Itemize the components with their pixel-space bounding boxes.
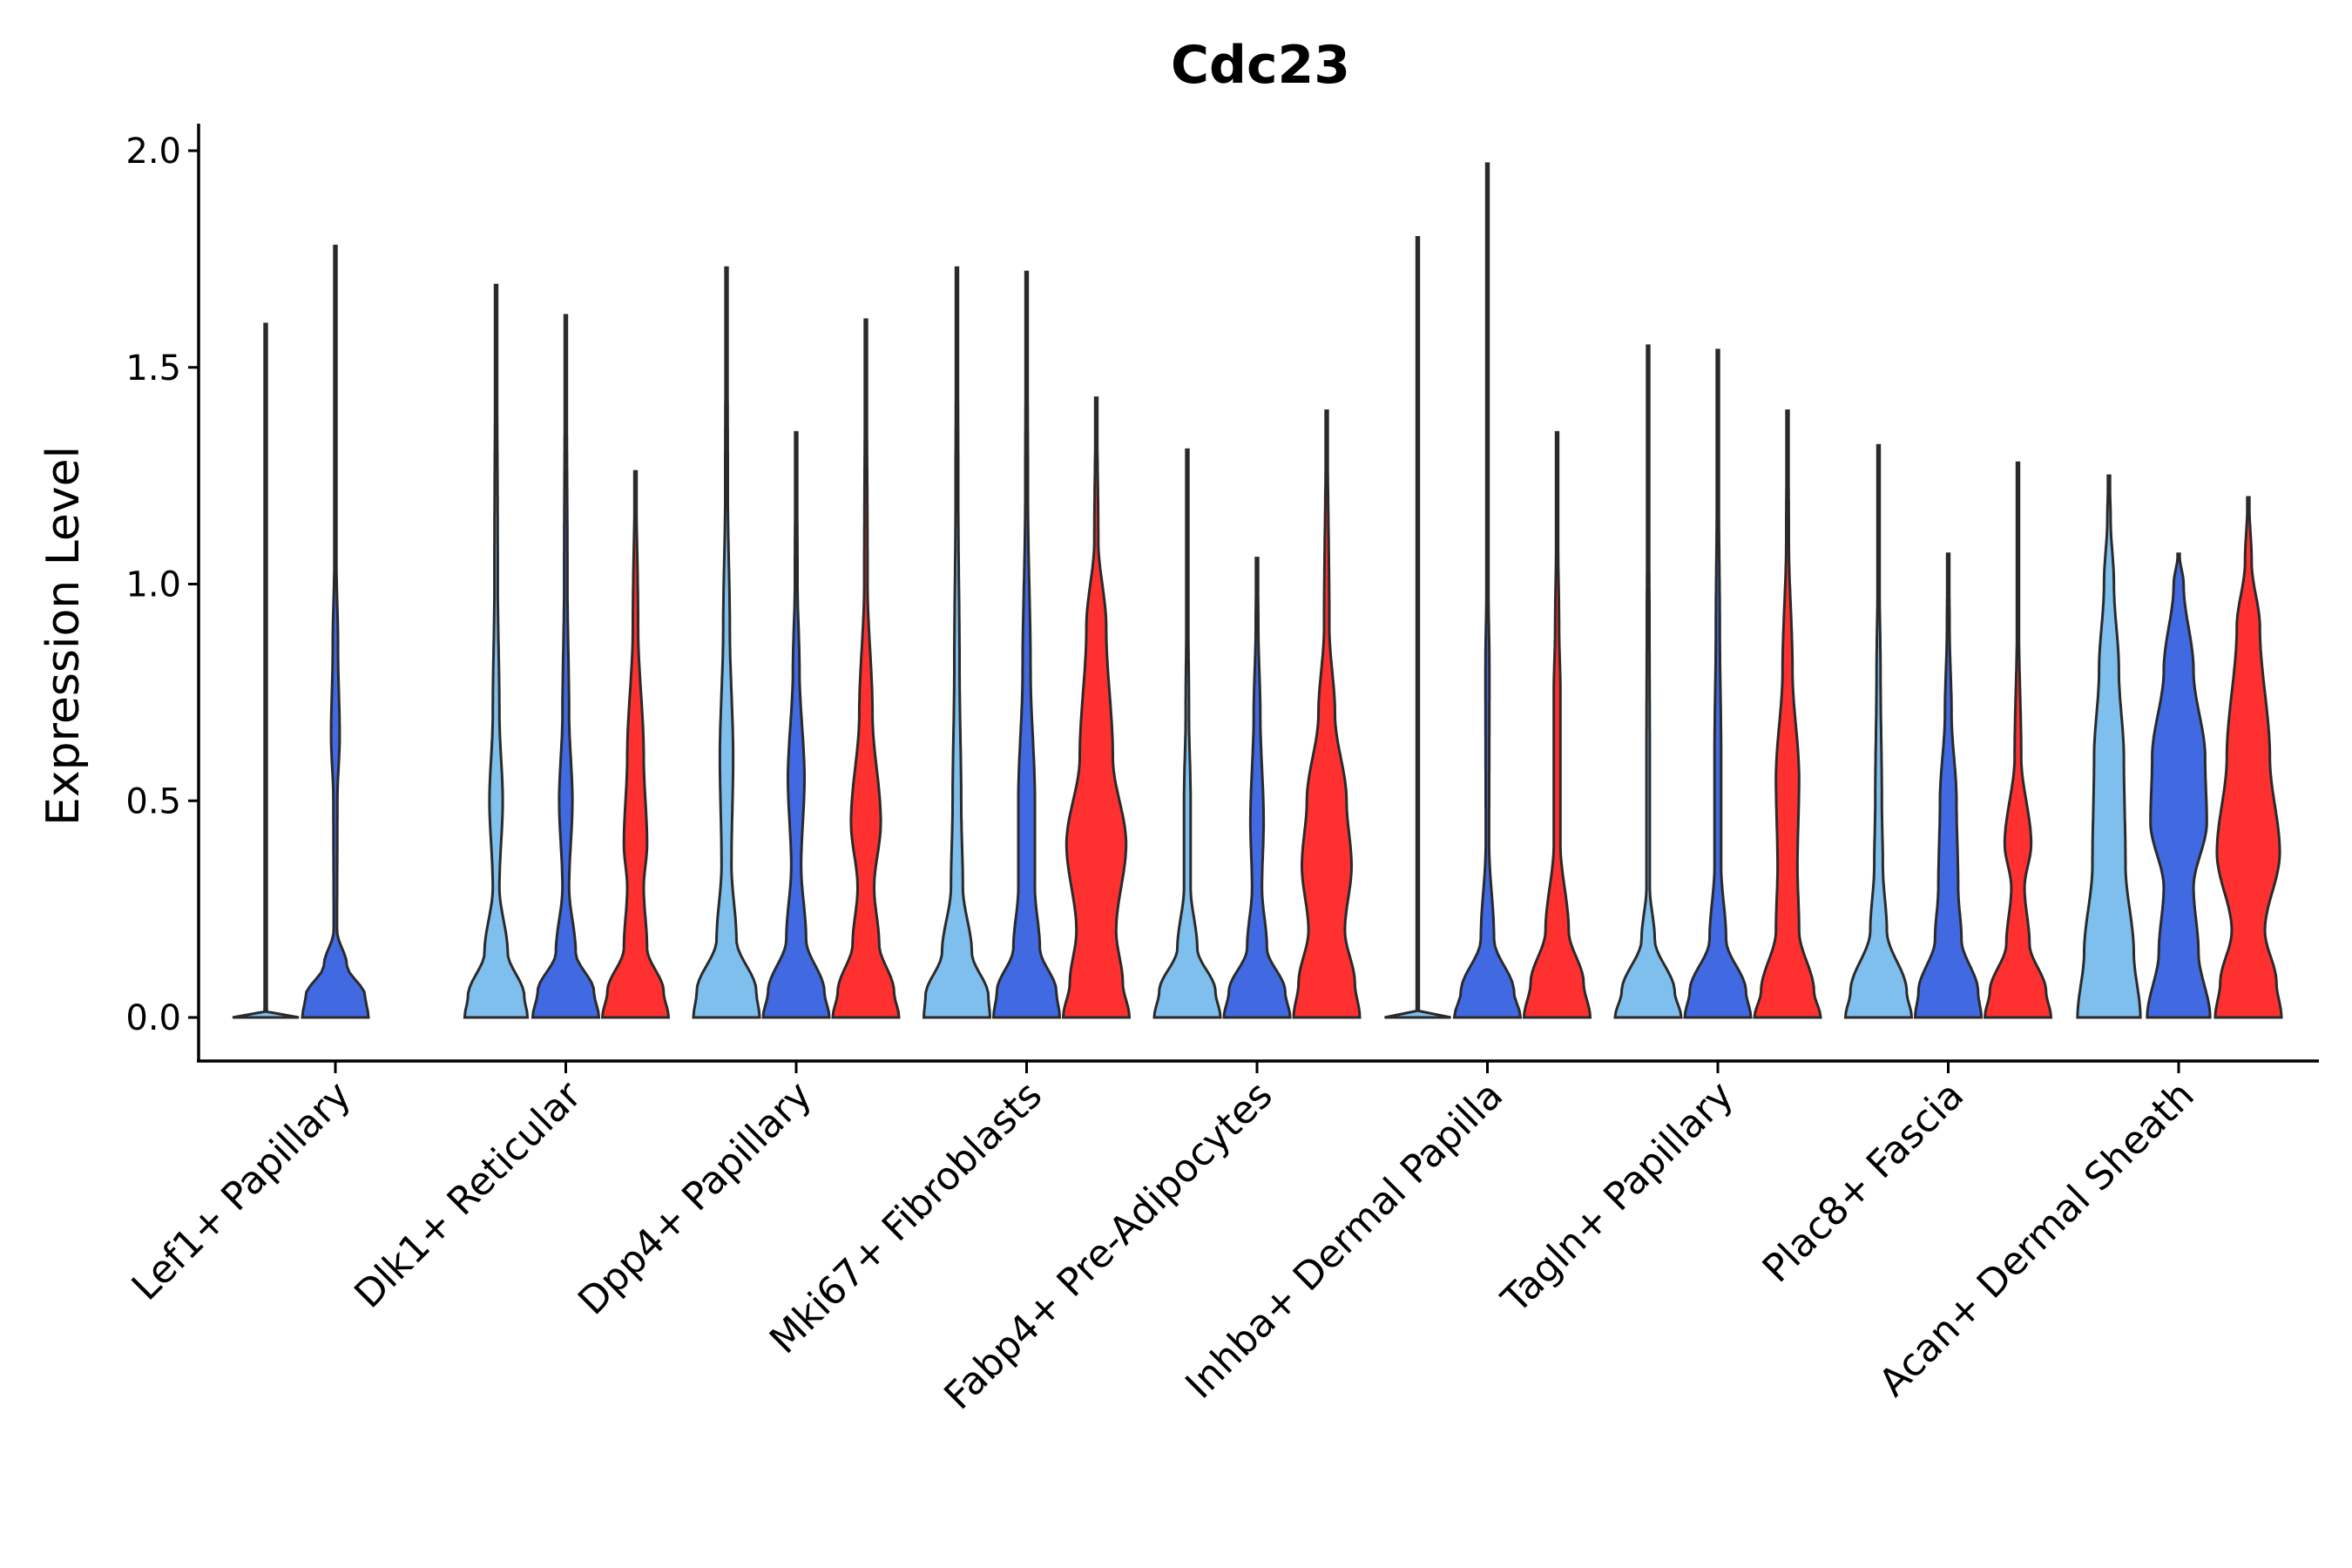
violin-tagln-papillary-group2: [1683, 348, 1753, 1019]
y-tick-label: 1.5: [125, 348, 181, 389]
chart-title: Cdc23: [1171, 35, 1350, 96]
violin-dpp4-papillary-group3: [831, 318, 901, 1019]
violin-dpp4-papillary-group1: [692, 266, 761, 1019]
y-axis: 0.0 0.5 1.0 1.5 2.0: [125, 124, 200, 1061]
violin-tagln-papillary-group3: [1753, 409, 1822, 1019]
violin-lef1-papillary-group2: [301, 244, 370, 1019]
violin-acan-dermal-sheath-group1: [2076, 474, 2142, 1019]
y-axis-label: Expression Level: [37, 446, 90, 826]
y-tick-label: 0.5: [125, 781, 181, 821]
violin-mki67-fibroblasts-group3: [1061, 396, 1132, 1019]
x-tick-label-dlk1-reticular: Dlk1+ Reticular: [346, 1072, 591, 1317]
y-tick-label: 1.0: [125, 565, 181, 605]
violin-mki67-fibroblasts-group2: [991, 270, 1062, 1019]
y-tick-label: 2.0: [125, 132, 181, 172]
violin-inhba-dermal-papilla-group1: [1384, 236, 1451, 1019]
x-tick-label-dpp4-papillary: Dpp4+ Papillary: [570, 1073, 821, 1324]
x-tick-label-plac8-fascia: Plac8+ Fascia: [1754, 1073, 1973, 1292]
violin-fabp4-pre-adipocytes-group2: [1222, 557, 1292, 1019]
violin-plac8-fascia-group2: [1913, 552, 1984, 1019]
violin-dlk1-reticular-group1: [463, 283, 530, 1019]
violin-dlk1-reticular-group2: [531, 314, 601, 1019]
x-tick-label-tagln-papillary: Tagln+ Papillary: [1493, 1073, 1742, 1322]
violin-fabp4-pre-adipocytes-group1: [1152, 448, 1222, 1019]
violin-inhba-dermal-papilla-group2: [1452, 162, 1523, 1019]
violin-plac8-fascia-group1: [1843, 443, 1914, 1019]
violin-mki67-fibroblasts-group1: [922, 266, 992, 1019]
violin-dpp4-papillary-group2: [761, 430, 831, 1019]
violin-plac8-fascia-group3: [1983, 461, 2053, 1019]
violin-fabp4-pre-adipocytes-group3: [1292, 409, 1362, 1019]
violins-layer: [232, 162, 2283, 1019]
violin-tagln-papillary-group1: [1613, 344, 1683, 1019]
violin-inhba-dermal-papilla-group3: [1522, 430, 1592, 1019]
violin-dlk1-reticular-group3: [600, 470, 671, 1019]
violin-acan-dermal-sheath-group3: [2213, 496, 2283, 1019]
violin-lef1-papillary-group1: [232, 322, 300, 1019]
x-tick-label-lef1-papillary: Lef1+ Papillary: [124, 1073, 360, 1309]
violin-acan-dermal-sheath-group2: [2146, 552, 2212, 1019]
y-tick-label: 0.0: [125, 998, 181, 1038]
